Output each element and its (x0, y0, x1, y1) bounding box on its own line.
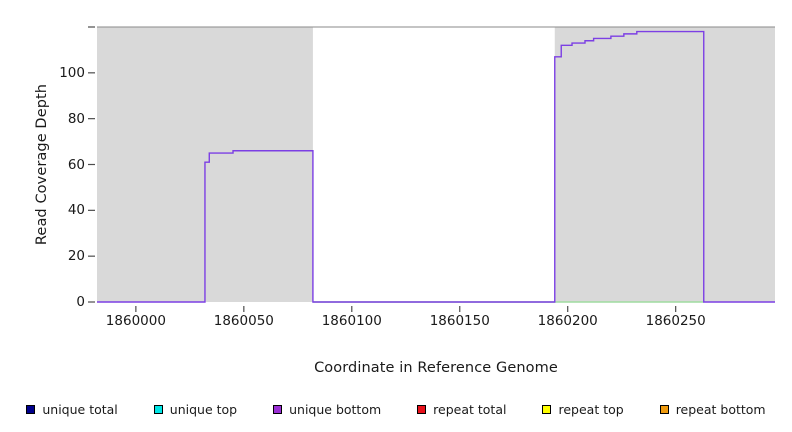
legend-item-repeat-bottom[interactable]: repeat bottom (659, 401, 766, 417)
legend-item-label: repeat bottom (675, 401, 766, 417)
x-tick-label: 1860000 (105, 313, 166, 329)
chart-legend: unique total unique top unique bottom repea… (0, 398, 792, 420)
legend-item-unique-bottom[interactable]: unique bottom (273, 402, 381, 417)
legend-item-label: unique total (42, 401, 118, 417)
y-tick-label: 60 (67, 156, 85, 173)
legend-item-repeat-total[interactable]: repeat total (417, 402, 506, 417)
shaded-region-repeat-region-right (554, 27, 775, 302)
x-tick-label: 1860250 (645, 313, 706, 329)
x-tick-label: 1860150 (429, 313, 490, 329)
legend-item-repeat-top[interactable]: repeat top (542, 401, 624, 417)
y-tick-label: 20 (67, 248, 85, 265)
series-line-unique-bottom (97, 30, 775, 303)
legend-item-label: unique top (169, 401, 238, 417)
legend-item-label: repeat top (558, 401, 624, 417)
x-tick-label: 1860100 (321, 313, 382, 329)
legend-swatch-icon (542, 404, 552, 414)
legend-item-unique-top[interactable]: unique top (153, 401, 238, 417)
legend-swatch-icon (153, 404, 163, 414)
x-tick-label: 1860050 (213, 313, 274, 329)
legend-item-label: unique bottom (289, 401, 382, 417)
legend-swatch-icon (26, 404, 36, 414)
legend-item-label: repeat total (433, 401, 507, 417)
legend-swatch-icon (659, 404, 669, 414)
y-tick-label: 80 (67, 110, 85, 127)
legend-swatch-icon (417, 404, 427, 414)
legend-swatch-icon (273, 404, 283, 414)
x-tick-label: 1860200 (537, 313, 598, 329)
x-axis-title: Coordinate in Reference Genome (314, 360, 558, 376)
y-tick-label: 0 (76, 294, 85, 310)
y-tick-label: 100 (59, 64, 85, 81)
legend-item-unique-total[interactable]: unique total (26, 401, 118, 417)
y-tick-label: 40 (67, 202, 85, 219)
